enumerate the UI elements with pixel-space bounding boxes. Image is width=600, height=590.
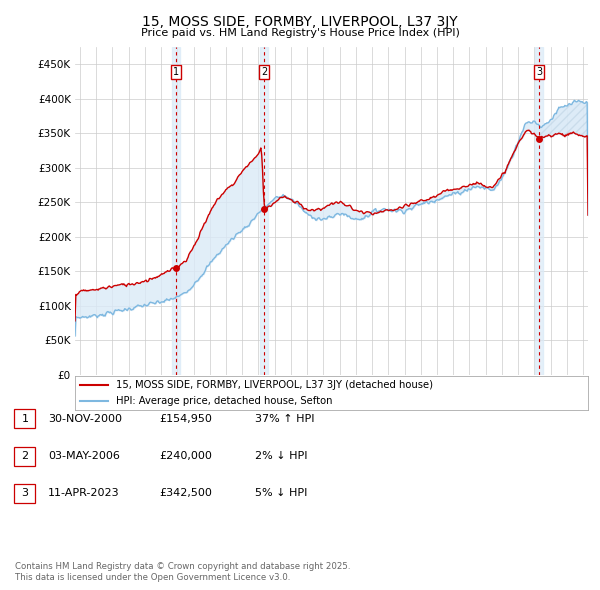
Text: 30-NOV-2000: 30-NOV-2000 bbox=[48, 414, 122, 424]
Text: 11-APR-2023: 11-APR-2023 bbox=[48, 489, 119, 498]
Text: £240,000: £240,000 bbox=[159, 451, 212, 461]
Text: 5% ↓ HPI: 5% ↓ HPI bbox=[255, 489, 307, 498]
Text: 03-MAY-2006: 03-MAY-2006 bbox=[48, 451, 120, 461]
Text: £154,950: £154,950 bbox=[159, 414, 212, 424]
Text: 15, MOSS SIDE, FORMBY, LIVERPOOL, L37 3JY (detached house): 15, MOSS SIDE, FORMBY, LIVERPOOL, L37 3J… bbox=[116, 380, 433, 390]
Text: 2: 2 bbox=[22, 451, 28, 461]
Text: 2: 2 bbox=[261, 67, 267, 77]
Bar bbox=[535, 47, 543, 375]
Text: Contains HM Land Registry data © Crown copyright and database right 2025.
This d: Contains HM Land Registry data © Crown c… bbox=[15, 562, 350, 582]
Text: 1: 1 bbox=[22, 414, 28, 424]
Text: 3: 3 bbox=[536, 67, 542, 77]
Text: 37% ↑ HPI: 37% ↑ HPI bbox=[255, 414, 314, 424]
Text: Price paid vs. HM Land Registry's House Price Index (HPI): Price paid vs. HM Land Registry's House … bbox=[140, 28, 460, 38]
Text: HPI: Average price, detached house, Sefton: HPI: Average price, detached house, Seft… bbox=[116, 396, 332, 406]
Text: 1: 1 bbox=[173, 67, 179, 77]
Text: 3: 3 bbox=[22, 489, 28, 498]
Text: 2% ↓ HPI: 2% ↓ HPI bbox=[255, 451, 308, 461]
Text: £342,500: £342,500 bbox=[159, 489, 212, 498]
Text: 15, MOSS SIDE, FORMBY, LIVERPOOL, L37 3JY: 15, MOSS SIDE, FORMBY, LIVERPOOL, L37 3J… bbox=[142, 15, 458, 29]
Bar bbox=[260, 47, 268, 375]
Bar bbox=[172, 47, 180, 375]
